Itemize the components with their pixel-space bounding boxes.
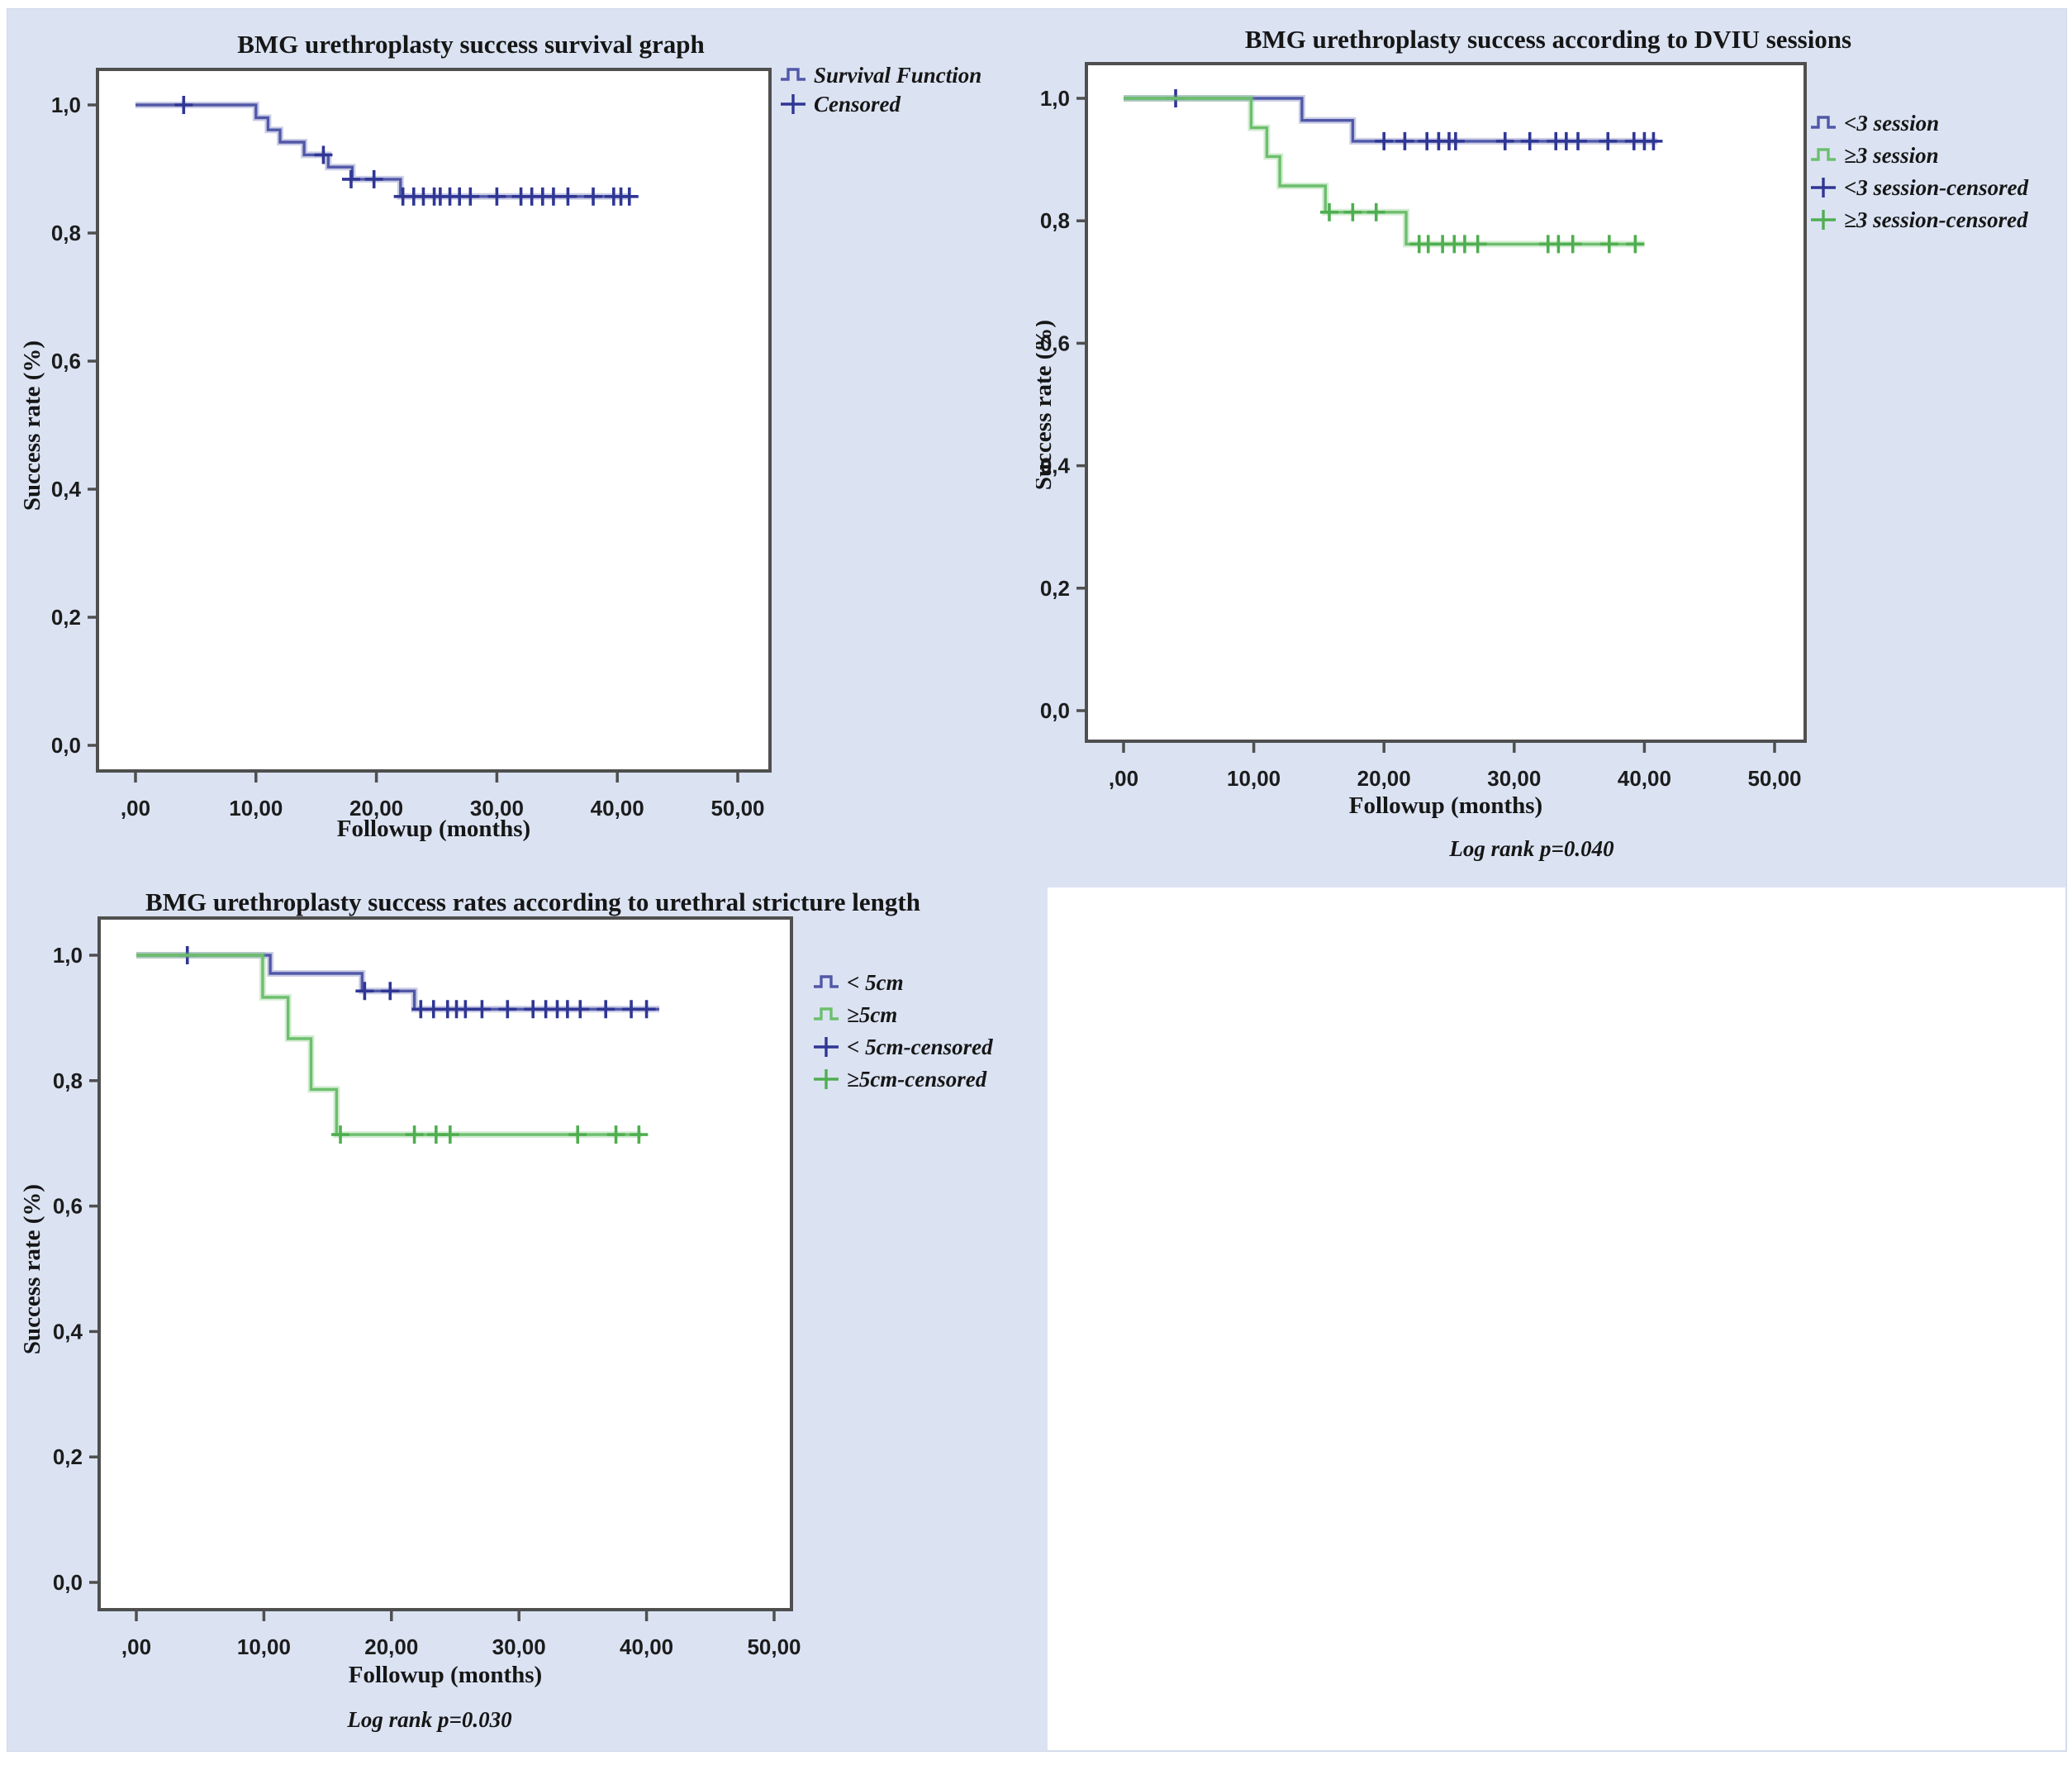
plot-frame (1085, 62, 1807, 743)
y-tick-label: 0,2 (51, 605, 81, 630)
legend-step-line-icon (1811, 116, 1836, 129)
x-tick-label: 30,00 (492, 1634, 546, 1659)
y-tick-label: 0,4 (1040, 454, 1071, 478)
x-tick-label: ,00 (1109, 766, 1138, 791)
x-tick-label: 20,00 (1357, 766, 1411, 791)
legend-label: ≥3 session (1844, 143, 1939, 168)
legend-item: <3 session-censored (1811, 175, 2029, 200)
y-tick-label: 0,6 (51, 349, 81, 373)
x-tick-label: 10,00 (1227, 766, 1281, 791)
x-axis-title: Followup (months) (1349, 792, 1542, 819)
y-tick-label: 0,8 (51, 221, 81, 245)
y-axis-title: Success rate (%) (1036, 320, 1057, 490)
chart-title: BMG urethroplasty success survival graph (237, 30, 705, 59)
legend-label: < 5cm (847, 970, 904, 995)
y-tick-label: 0,0 (53, 1570, 83, 1595)
y-tick-label: 0,6 (53, 1194, 83, 1219)
legend-item: ≥3 session-censored (1811, 207, 2028, 232)
y-tick-label: 0,4 (53, 1319, 83, 1344)
x-tick-label: 50,00 (710, 796, 764, 821)
x-axis-title: Followup (months) (337, 816, 530, 842)
y-tick-label: 0,8 (1040, 208, 1070, 233)
km-chart-2: 0,0 0,2 0,4 0,6 0,8 1,0 ,00 10,00 20,00 30,00 40,0… (1036, 25, 2029, 861)
legend-item: ≥3 session (1811, 143, 1939, 168)
legend-step-line-icon (814, 1007, 839, 1020)
y-tick-label: 0,2 (53, 1444, 83, 1469)
chart-title: BMG urethroplasty success according to D… (1245, 25, 1851, 54)
legend-label: ≥5cm-censored (847, 1067, 987, 1092)
log-rank-p-value: Log rank p=0.030 (346, 1707, 512, 1732)
x-tick-label: 50,00 (747, 1634, 801, 1659)
plot-frame (97, 916, 793, 1611)
y-tick-label: 0,2 (1040, 576, 1070, 601)
km-chart-3: 0,0 0,2 0,4 0,6 0,8 1,0 ,00 10,00 20,00 30,00 40,0… (19, 887, 993, 1732)
y-tick-label: 0,6 (1040, 331, 1070, 355)
x-tick-label: 10,00 (237, 1634, 291, 1659)
legend-step-line-icon (1811, 148, 1836, 161)
y-tick-label: 0,4 (51, 477, 82, 502)
y-tick-label: 0,0 (1040, 698, 1070, 723)
x-tick-label: 40,00 (1618, 766, 1671, 791)
km-chart-1: 0,0 0,2 0,4 0,6 0,8 1,0 ,00 10,00 20,00 30,00 40,0… (19, 30, 981, 842)
y-tick-label: 0,8 (53, 1068, 83, 1093)
legend-step-line-icon (781, 68, 806, 81)
y-tick-label: 0,0 (51, 733, 81, 758)
plot-frame (96, 68, 772, 773)
y-tick-label: 1,0 (51, 93, 81, 117)
legend-item: ≥5cm-censored (814, 1067, 987, 1092)
legend-label: ≥5cm (847, 1002, 897, 1027)
legend-item: Survival Function (781, 63, 981, 88)
y-axis-title: Success rate (%) (19, 340, 45, 511)
legend-item: < 5cm-censored (814, 1035, 993, 1059)
legend-label: ≥3 session-censored (1844, 207, 2028, 232)
survival-curve (136, 954, 659, 1011)
y-tick-label: 1,0 (1040, 86, 1070, 111)
survival-curve (1124, 97, 1645, 246)
legend-label: < 5cm-censored (847, 1035, 993, 1059)
x-tick-label: 40,00 (591, 796, 644, 821)
x-tick-label: 20,00 (364, 1634, 418, 1659)
log-rank-p-value: Log rank p=0.040 (1448, 836, 1614, 861)
legend-label: Survival Function (814, 63, 981, 88)
x-tick-label: ,00 (121, 1634, 151, 1659)
chart-title: BMG urethroplasty success rates accordin… (145, 887, 920, 916)
legend-label: <3 session-censored (1844, 175, 2029, 200)
x-tick-label: 30,00 (470, 796, 524, 821)
x-tick-label: ,00 (121, 796, 150, 821)
legend-item: Censored (781, 92, 901, 117)
legend-item: ≥5cm (814, 1002, 897, 1027)
empty-bottom-right-region (1048, 887, 2065, 1750)
x-tick-label: 50,00 (1747, 766, 1801, 791)
legend-step-line-icon (814, 975, 839, 988)
y-axis-title: Success rate (%) (19, 1184, 45, 1354)
legend-item: < 5cm (814, 970, 904, 995)
x-tick-label: 10,00 (229, 796, 283, 821)
survival-curve (136, 954, 642, 1136)
x-tick-label: 20,00 (349, 796, 403, 821)
y-tick-label: 1,0 (53, 943, 83, 968)
x-tick-label: 40,00 (620, 1634, 673, 1659)
x-axis-title: Followup (months) (349, 1662, 542, 1688)
legend-label: Censored (814, 92, 901, 117)
legend-item: <3 session (1811, 111, 1939, 136)
legend-label: <3 session (1844, 111, 1939, 136)
x-tick-label: 30,00 (1487, 766, 1541, 791)
